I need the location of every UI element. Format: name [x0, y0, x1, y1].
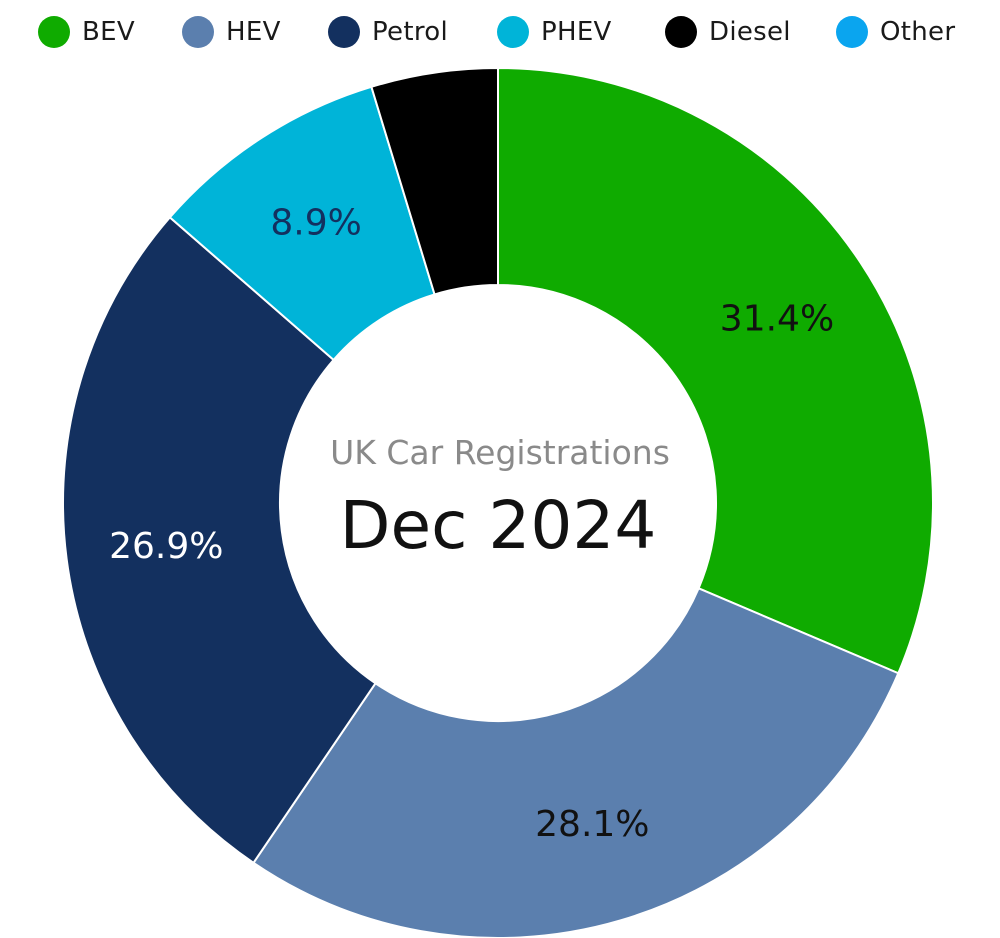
- legend-swatch: [38, 16, 70, 48]
- legend-label: Other: [880, 17, 956, 47]
- legend-item-bev: BEV: [38, 12, 135, 52]
- legend-swatch: [328, 16, 360, 48]
- donut-slices: [62, 66, 934, 938]
- slice-bev: [497, 66, 934, 675]
- slice-hev: [252, 587, 900, 938]
- chart-title: Dec 2024: [340, 487, 657, 564]
- legend-swatch: [497, 16, 529, 48]
- chart-subtitle: UK Car Registrations: [330, 433, 670, 472]
- slice-label-petrol: 26.9%: [109, 526, 223, 567]
- slice-label-bev: 31.4%: [720, 298, 834, 339]
- legend-item-diesel: Diesel: [665, 12, 791, 52]
- slice-label-hev: 28.1%: [535, 804, 649, 845]
- legend-swatch: [182, 16, 214, 48]
- slice-labels: 31.4% 28.1% 26.9% 8.9%: [109, 202, 834, 845]
- slice-petrol: [62, 215, 377, 865]
- legend-label: PHEV: [541, 17, 612, 47]
- legend-label: Diesel: [709, 17, 791, 47]
- legend-label: HEV: [226, 17, 281, 47]
- legend-label: Petrol: [372, 17, 448, 47]
- legend-item-other: Other: [836, 12, 955, 52]
- slice-diesel: [370, 66, 499, 296]
- legend-swatch: [665, 16, 697, 48]
- legend-item-phev: PHEV: [497, 12, 612, 52]
- legend-item-hev: HEV: [182, 12, 281, 52]
- chart-legend: BEV HEV Petrol PHEV Diesel Other: [0, 0, 1000, 66]
- legend-label: BEV: [82, 17, 135, 47]
- legend-item-petrol: Petrol: [328, 12, 448, 52]
- slice-label-phev: 8.9%: [270, 202, 361, 243]
- legend-swatch: [836, 16, 868, 48]
